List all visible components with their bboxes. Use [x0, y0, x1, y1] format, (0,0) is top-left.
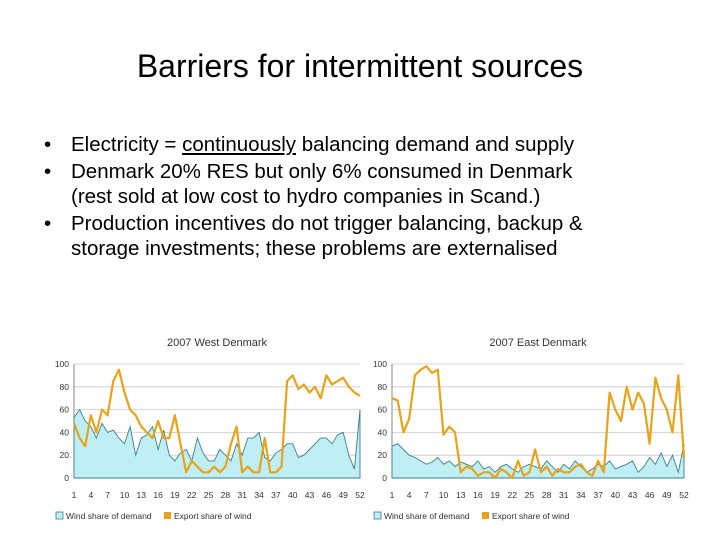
x-tick-label: 49 — [338, 490, 348, 500]
series-line-export-share — [391, 365, 686, 480]
legend-swatch-wind-share — [373, 511, 382, 520]
x-tick-label: 1 — [72, 490, 77, 500]
x-tick-label: 25 — [204, 490, 214, 500]
x-tick-label: 7 — [105, 490, 110, 500]
x-tick-label: 22 — [508, 490, 518, 500]
x-tick-label: 40 — [611, 490, 621, 500]
x-tick-label: 22 — [187, 490, 197, 500]
x-tick-label: 13 — [456, 490, 466, 500]
x-tick-label: 49 — [662, 490, 672, 500]
bullet-line: Production incentives do not trigger bal… — [71, 212, 583, 235]
y-tick-label: 60 — [378, 405, 388, 415]
x-tick-label: 28 — [542, 490, 552, 500]
x-tick-label: 4 — [88, 490, 93, 500]
bullet-marker: • — [44, 133, 52, 156]
legend-swatch-export-share — [164, 512, 171, 519]
x-tick-label: 13 — [137, 490, 147, 500]
y-tick-label: 40 — [378, 427, 388, 437]
x-tick-label: 16 — [473, 490, 483, 500]
east-denmark-chart: 2007 East Denmark 0 20 40 60 80 100 1 4 7 10 13 16 19… — [368, 328, 690, 528]
x-tick-label: 25 — [525, 490, 535, 500]
legend-label-export-share: Export share of wind — [174, 511, 252, 521]
x-tick-label: 34 — [576, 490, 586, 500]
y-tick-label: 100 — [55, 359, 69, 369]
legend-swatch-export-share — [482, 512, 489, 519]
x-tick-label: 52 — [679, 490, 689, 500]
x-tick-label: 31 — [559, 490, 569, 500]
y-tick-label: 60 — [60, 405, 70, 415]
bullet-text-post: balancing demand and supply — [296, 133, 575, 156]
bullet-item: • Production incentives do not trigger b… — [44, 211, 704, 261]
bullet-line: (rest sold at low cost to hydro companie… — [71, 185, 541, 208]
west-denmark-chart: 2007 West Denmark 0 20 40 60 80 100 1 4 7 10 13 16 19… — [50, 328, 366, 528]
y-tick-label: 20 — [60, 450, 70, 460]
bullet-marker: • — [44, 212, 52, 235]
bullet-item: • Denmark 20% RES but only 6% consumed i… — [44, 159, 704, 209]
x-tick-label: 31 — [238, 490, 248, 500]
legend-label-wind-share: Wind share of demand — [66, 511, 152, 521]
x-tick-label: 10 — [120, 490, 130, 500]
x-tick-label: 19 — [170, 490, 180, 500]
bullet-marker: • — [44, 160, 52, 183]
x-tick-label: 19 — [490, 490, 500, 500]
y-tick-label: 80 — [378, 382, 388, 392]
x-tick-label: 40 — [288, 490, 298, 500]
bullet-text-underlined: continuously — [182, 133, 297, 156]
x-tick-label: 16 — [153, 490, 163, 500]
y-tick-label: 100 — [373, 359, 387, 369]
x-tick-label: 28 — [221, 490, 231, 500]
chart-title: 2007 West Denmark — [167, 337, 268, 349]
x-tick-label: 37 — [593, 490, 603, 500]
x-tick-label: 34 — [254, 490, 264, 500]
y-tick-label: 0 — [64, 473, 69, 483]
legend-label-wind-share: Wind share of demand — [384, 511, 470, 521]
y-tick-label: 40 — [60, 427, 70, 437]
bullet-list: • Electricity = continuously balancing d… — [44, 132, 704, 263]
x-tick-label: 52 — [355, 490, 365, 500]
chart-background — [368, 328, 690, 528]
bullet-line: storage investments; these problems are … — [71, 237, 558, 260]
series-area-wind-share — [73, 408, 361, 479]
y-tick-label: 20 — [378, 450, 388, 460]
slide-title: Barriers for intermittent sources — [136, 48, 584, 84]
y-tick-label: 80 — [60, 382, 70, 392]
x-tick-label: 1 — [390, 490, 395, 500]
x-tick-label: 43 — [628, 490, 638, 500]
x-tick-label: 7 — [424, 490, 429, 500]
y-tick-label: 0 — [382, 473, 387, 483]
x-tick-label: 46 — [645, 490, 655, 500]
x-tick-label: 4 — [407, 490, 412, 500]
bullet-line: Denmark 20% RES but only 6% consumed in … — [71, 160, 573, 183]
x-tick-label: 46 — [322, 490, 332, 500]
x-tick-label: 43 — [305, 490, 315, 500]
bullet-text-pre: Electricity = — [71, 133, 183, 156]
series-line-export-share — [72, 368, 361, 474]
bullet-item: • Electricity = continuously balancing d… — [44, 132, 704, 157]
x-tick-label: 37 — [271, 490, 281, 500]
chart-title: 2007 East Denmark — [489, 337, 587, 349]
legend-label-export-share: Export share of wind — [492, 511, 570, 521]
legend-swatch-wind-share — [55, 511, 64, 520]
x-tick-label: 10 — [439, 490, 449, 500]
